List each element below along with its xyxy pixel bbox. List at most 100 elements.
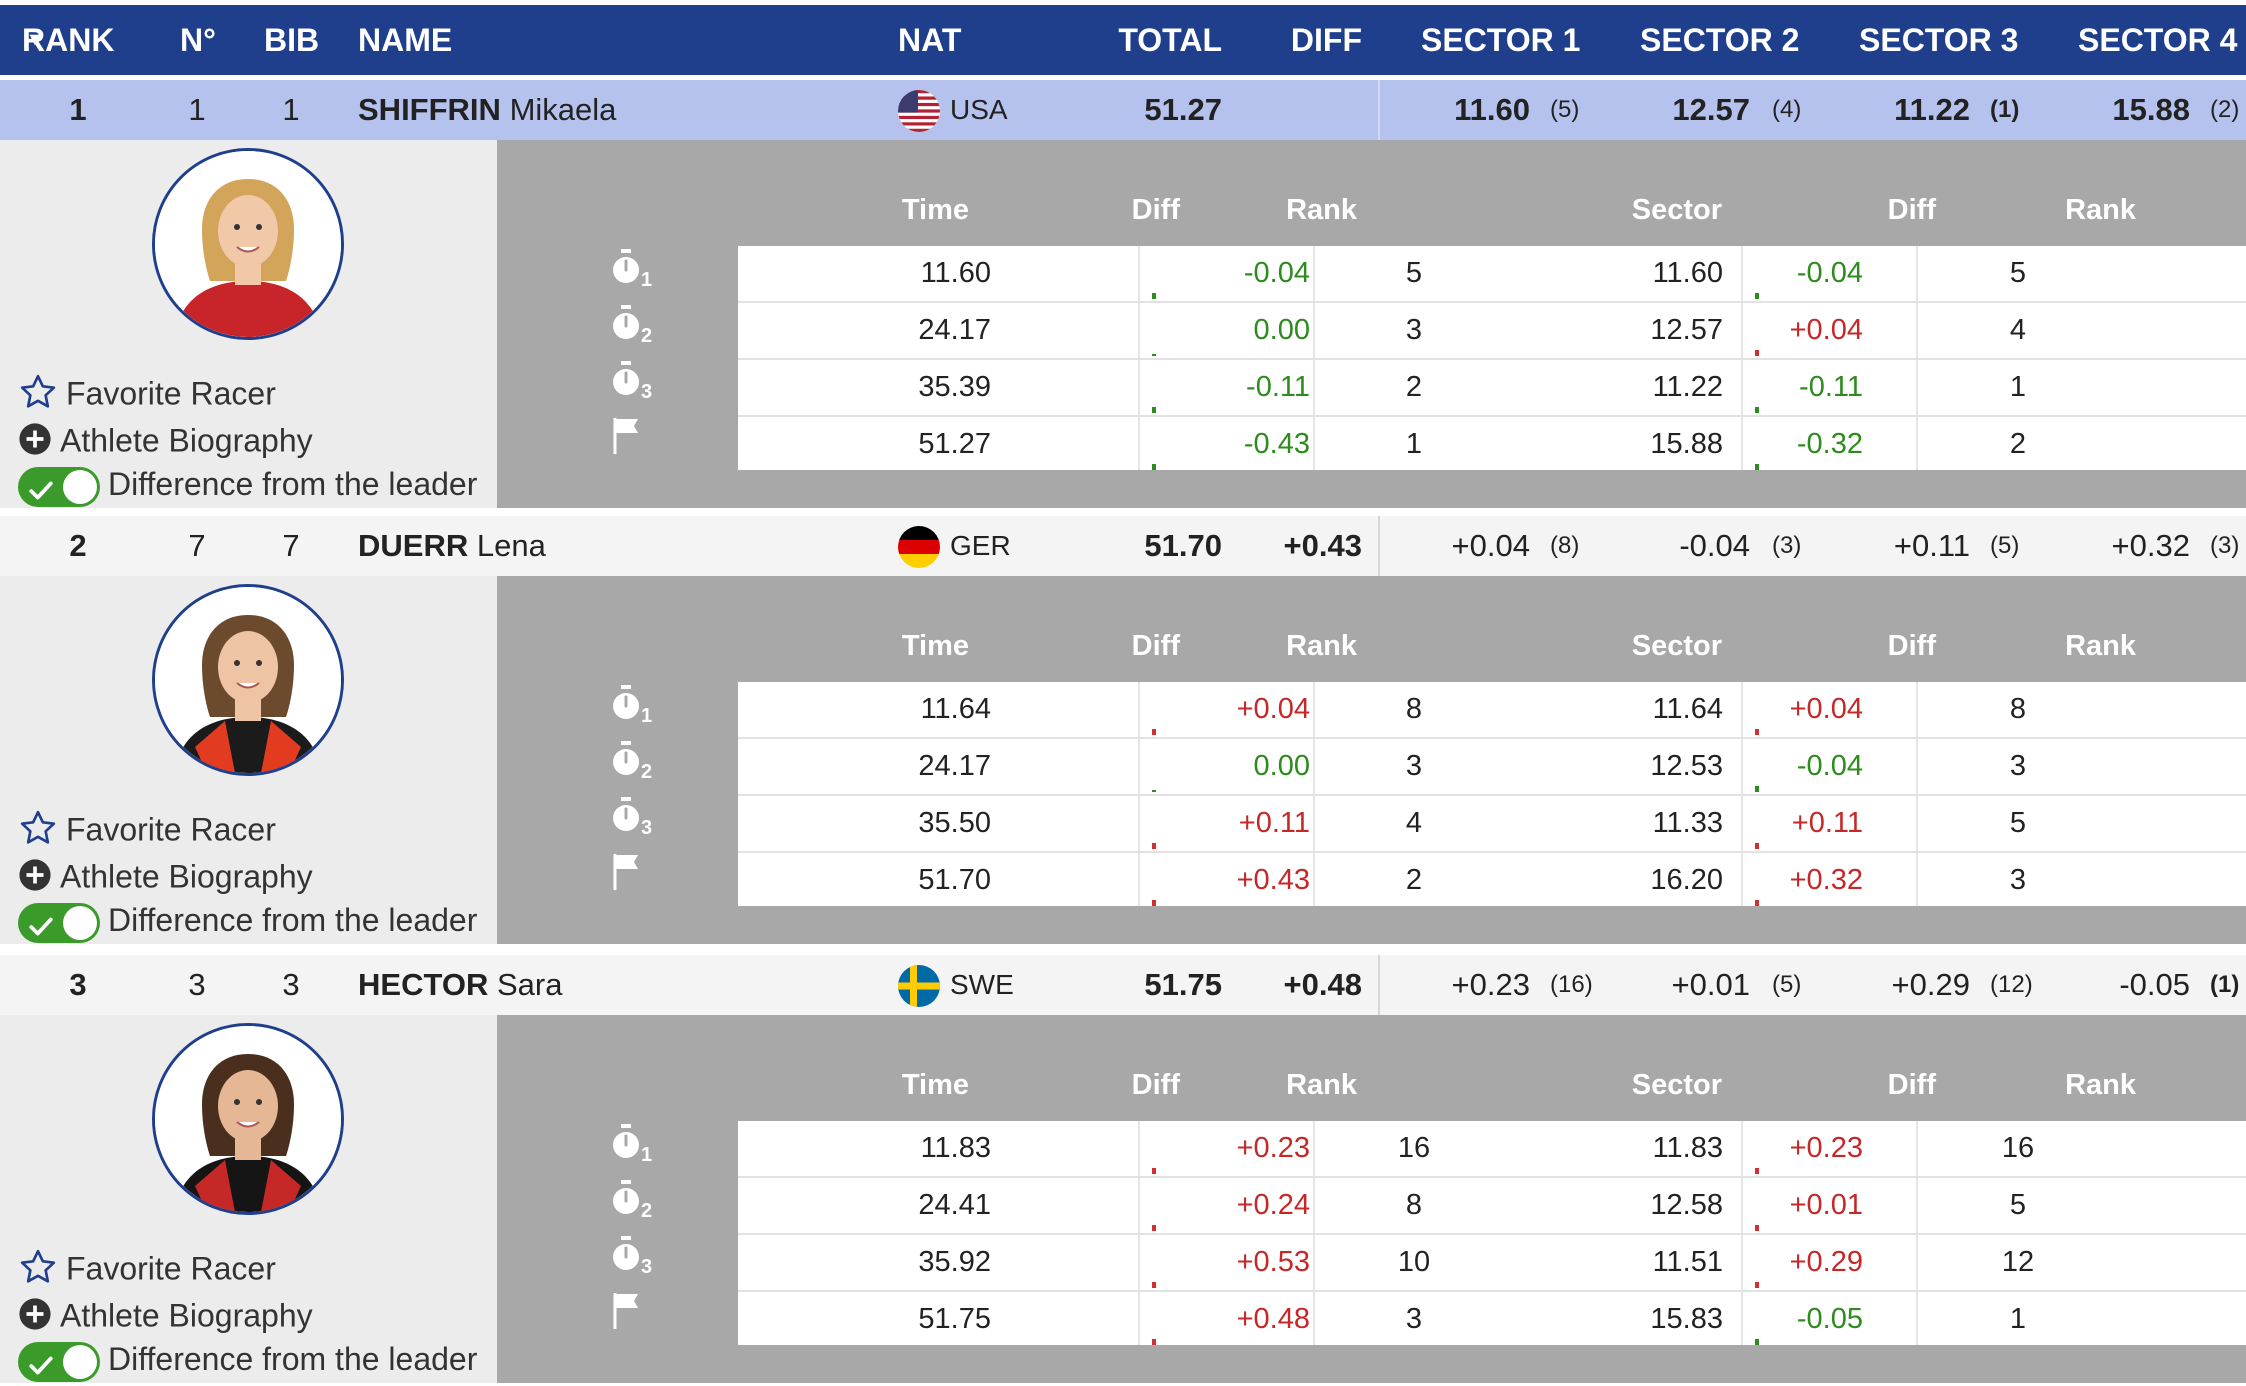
table-row: 51.27 -0.43 1 15.88 -0.32 2 xyxy=(738,417,2246,472)
svg-text:1: 1 xyxy=(641,705,652,724)
sector-col-header: Sector xyxy=(1631,194,1722,226)
diff-indicator xyxy=(1755,843,1759,849)
sector-time: 11.83 xyxy=(1652,1132,1723,1164)
total-header[interactable]: TOTAL xyxy=(1118,22,1222,58)
sector4-rank: (1) xyxy=(2210,971,2240,998)
name-header[interactable]: NAME xyxy=(358,22,453,58)
racer-row[interactable]: 1 1 1 SHIFFRIN Mikaela USA 51.27 11.60 (5… xyxy=(0,80,2246,140)
athlete-biography-link[interactable]: Athlete Biography xyxy=(18,1297,313,1339)
bib-header[interactable]: BIB xyxy=(264,22,320,58)
table-row: 11.83 +0.23 16 11.83 +0.23 16 xyxy=(738,1121,2246,1178)
sector4-header[interactable]: SECTOR 4 xyxy=(2078,22,2238,58)
avatar[interactable] xyxy=(152,584,344,776)
column-divider xyxy=(1378,80,1380,140)
favorite-racer-link[interactable]: Favorite Racer xyxy=(18,1247,276,1295)
split-table: 11.64 +0.04 8 11.64 +0.04 8 24.17 0.00 3 12.53 -0.… xyxy=(738,682,2246,906)
racer-firstname: Lena xyxy=(476,528,546,563)
sector-rank: 2 xyxy=(2009,428,2027,460)
plus-circle-icon xyxy=(18,1297,52,1339)
toggle-switch[interactable] xyxy=(18,1341,100,1382)
sector3-value: +0.29 xyxy=(1891,967,1970,1002)
diff-indicator xyxy=(1152,1225,1156,1231)
sector1-rank: (16) xyxy=(1550,971,1593,998)
num-value: 3 xyxy=(188,967,206,1002)
sector-diff-col-header: Diff xyxy=(1887,194,1936,226)
difference-from-leader-toggle[interactable]: Difference from the leader xyxy=(18,902,477,943)
diff-indicator xyxy=(1152,1339,1156,1345)
rank-col-header: Rank xyxy=(1286,1069,1357,1101)
nat-header[interactable]: NAT xyxy=(898,22,962,58)
diff-header[interactable]: DIFF xyxy=(1290,22,1362,58)
favorite-racer-link[interactable]: Favorite Racer xyxy=(18,372,276,420)
sector-diff: +0.04 xyxy=(1789,693,1863,725)
split-diff: +0.11 xyxy=(1238,807,1310,839)
svg-text:3: 3 xyxy=(641,381,652,400)
toggle-switch[interactable] xyxy=(18,902,100,943)
nation-flag xyxy=(898,90,940,132)
check-icon xyxy=(28,474,54,511)
total-time: 51.27 xyxy=(1144,92,1222,127)
split-time: 11.60 xyxy=(920,257,991,289)
svg-text:2: 2 xyxy=(641,1200,652,1219)
diff-col-header: Diff xyxy=(1131,630,1180,662)
avatar[interactable] xyxy=(152,148,344,340)
table-row: 11.60 -0.04 5 11.60 -0.04 5 xyxy=(738,246,2246,303)
sector-rank: 1 xyxy=(2009,1303,2027,1335)
racer-name[interactable]: HECTOR Sara xyxy=(358,955,562,1015)
sector3-header[interactable]: SECTOR 3 xyxy=(1859,22,2019,58)
sector-time: 15.88 xyxy=(1650,428,1723,460)
star-icon xyxy=(18,1247,58,1295)
nation-flag xyxy=(898,965,940,1007)
sector4-value: 15.88 xyxy=(2112,92,2190,127)
time-col-header: Time xyxy=(901,194,969,226)
stopwatch-icon: 3 xyxy=(607,796,677,839)
diff-indicator xyxy=(1755,729,1759,735)
split-table-header: Time Diff Rank Sector Diff Rank xyxy=(497,626,2246,666)
svg-text:1: 1 xyxy=(641,269,652,288)
racer-row[interactable]: 2 7 7 DUERR Lena GER 51.70 +0.43 +0.04 (8… xyxy=(0,516,2246,576)
sort-rank-header[interactable]: RANK ▼ xyxy=(22,22,115,58)
split-time: 11.83 xyxy=(920,1132,991,1164)
split-rank: 16 xyxy=(1397,1132,1431,1164)
sector1-header[interactable]: SECTOR 1 xyxy=(1421,22,1581,58)
diff-col-header: Diff xyxy=(1131,1069,1180,1101)
column-divider xyxy=(1378,955,1380,1015)
athlete-biography-link[interactable]: Athlete Biography xyxy=(18,858,313,900)
num-header[interactable]: N° xyxy=(180,22,216,58)
check-icon xyxy=(28,910,54,947)
stopwatch-icon: 3 xyxy=(607,1235,677,1278)
sector-time: 11.33 xyxy=(1652,807,1723,839)
difference-from-leader-toggle[interactable]: Difference from the leader xyxy=(18,1341,477,1382)
favorite-racer-link[interactable]: Favorite Racer xyxy=(18,808,276,856)
racer-detail: Favorite Racer Athlete Biography Differe… xyxy=(0,1015,2246,1383)
avatar[interactable] xyxy=(152,1023,344,1215)
racer-name[interactable]: SHIFFRIN Mikaela xyxy=(358,80,616,140)
racer-surname: SHIFFRIN xyxy=(358,92,501,127)
total-time: 51.75 xyxy=(1144,967,1222,1002)
num-value: 7 xyxy=(188,528,206,563)
split-diff: +0.24 xyxy=(1236,1189,1310,1221)
nation-code: SWE xyxy=(950,969,1014,1000)
difference-from-leader-toggle[interactable]: Difference from the leader xyxy=(18,466,477,507)
sector3-rank: (12) xyxy=(1990,971,2033,998)
sector2-header[interactable]: SECTOR 2 xyxy=(1640,22,1800,58)
toggle-switch[interactable] xyxy=(18,466,100,507)
diff-indicator xyxy=(1152,900,1156,906)
sector-diff-col-header: Diff xyxy=(1887,630,1936,662)
diff-indicator xyxy=(1152,293,1156,299)
racer-surname: HECTOR xyxy=(358,967,489,1002)
split-table-header: Time Diff Rank Sector Diff Rank xyxy=(497,1065,2246,1105)
rank-value: 3 xyxy=(69,967,87,1002)
racer-row[interactable]: 3 3 3 HECTOR Sara SWE 51.75 +0.48 +0.23 (… xyxy=(0,955,2246,1015)
toggle-knob xyxy=(63,1344,97,1379)
racer-name[interactable]: DUERR Lena xyxy=(358,516,546,576)
split-diff: +0.23 xyxy=(1236,1132,1310,1164)
athlete-biography-link[interactable]: Athlete Biography xyxy=(18,422,313,464)
sector-time: 16.20 xyxy=(1650,864,1723,896)
rank-value: 1 xyxy=(69,92,87,127)
sector-diff: +0.32 xyxy=(1789,864,1863,896)
sector-col-header: Sector xyxy=(1631,630,1722,662)
sector-rank: 3 xyxy=(2009,864,2027,896)
sector-diff: -0.11 xyxy=(1799,371,1863,403)
stopwatch-icon: 1 xyxy=(607,684,677,727)
